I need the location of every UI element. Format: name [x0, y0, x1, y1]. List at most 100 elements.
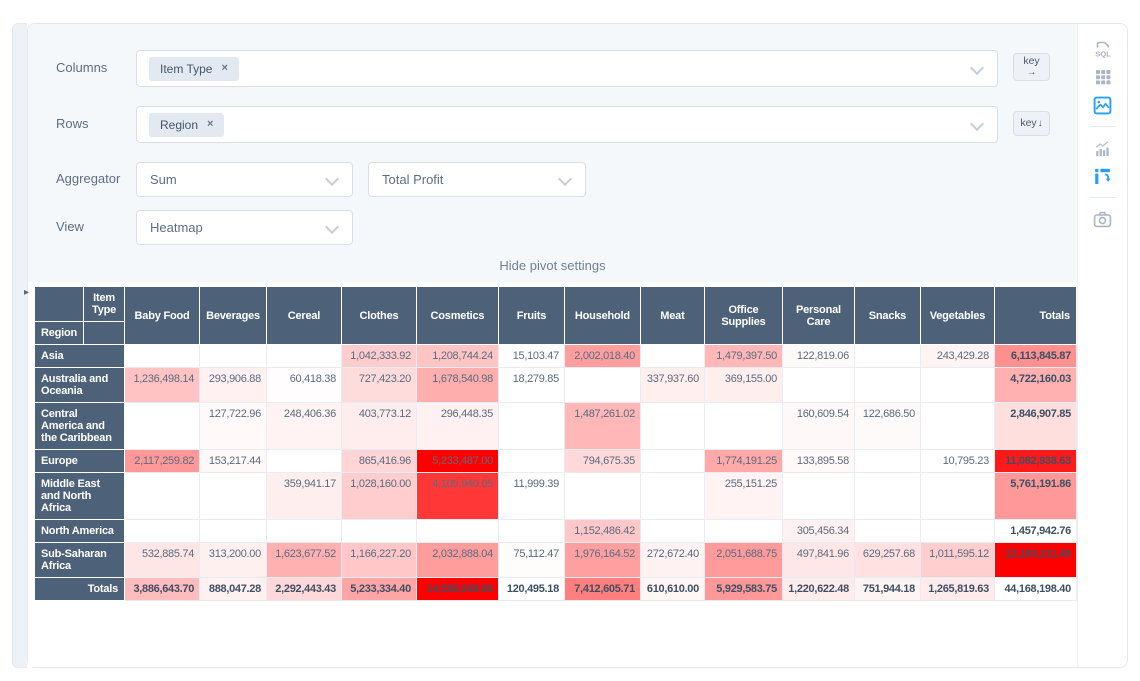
pivot-cell: 248,406.36: [265, 402, 342, 450]
pivot-cell: [199, 344, 267, 368]
totals-column-header: Totals: [993, 286, 1077, 345]
row-total-cell: 4,722,160.03: [993, 367, 1077, 403]
pivot-cell: 1,152,486.42: [563, 519, 641, 543]
grand-total-cell: 44,168,198.40: [993, 577, 1077, 601]
svg-text:SQL: SQL: [1095, 50, 1111, 59]
pivot-cell: [853, 449, 921, 473]
pivot-cell: 122,819.06: [781, 344, 855, 368]
columns-field-select[interactable]: Item Type ×: [136, 50, 998, 87]
chevron-down-icon: [969, 60, 985, 75]
column-header: Baby Food: [124, 286, 201, 345]
image-chart-icon[interactable]: [1092, 94, 1114, 116]
pivot-cell: 1,774,191.25: [703, 449, 783, 473]
pivot-cell: [124, 472, 201, 520]
column-total-cell: 3,886,643.70: [124, 577, 201, 601]
column-header: Meat: [639, 286, 705, 345]
pivot-cell: 313,200.00: [199, 542, 267, 578]
pivot-row: Central America and the Caribbean 127,722…: [33, 402, 1077, 450]
row-total-cell: 1,457,942.76: [993, 519, 1077, 543]
column-header: Vegetables: [919, 286, 995, 345]
region-pill[interactable]: Region ×: [149, 112, 225, 137]
column-key-order-button[interactable]: key →: [1013, 53, 1050, 81]
pivot-cell: 532,885.74: [124, 542, 201, 578]
row-key-order-label: key: [1020, 117, 1037, 130]
pivot-cell: 1,011,595.12: [919, 542, 995, 578]
row-total-cell: 5,761,191.86: [993, 472, 1077, 520]
pivot-cell: 15,103.47: [497, 344, 565, 368]
column-total-cell: 5,929,583.75: [703, 577, 783, 601]
row-total-cell: 11,082,938.63: [993, 449, 1077, 473]
pivot-cell: [265, 519, 342, 543]
pivot-cell: [563, 472, 641, 520]
pivot-cell: 1,236,498.14: [124, 367, 201, 403]
column-header: Cosmetics: [415, 286, 499, 345]
pivot-cell: 255,151.25: [703, 472, 783, 520]
hide-pivot-settings-link[interactable]: Hide pivot settings: [499, 258, 606, 273]
view-select[interactable]: Heatmap: [136, 210, 353, 245]
column-header: Snacks: [853, 286, 921, 345]
pivot-cell: [919, 402, 995, 450]
pivot-cell: 497,841.96: [781, 542, 855, 578]
pivot-cell: 2,051,688.75: [703, 542, 783, 578]
aggregator-select[interactable]: Sum: [136, 162, 353, 197]
aggregator-field-value: Total Profit: [382, 172, 444, 187]
columns-label: Columns: [56, 60, 108, 75]
pivot-cell: 1,042,333.92: [340, 344, 417, 368]
column-key-order-label: key: [1023, 55, 1040, 68]
pivot-cell: 1,166,227.20: [340, 542, 417, 578]
column-header: Personal Care: [781, 286, 855, 345]
pivot-cell: 337,937.60: [639, 367, 705, 403]
column-total-cell: 7,412,605.71: [563, 577, 641, 601]
pivot-cell: 369,155.00: [703, 367, 783, 403]
pivot-cell: 122,686.50: [853, 402, 921, 450]
pivot-row: Sub-Saharan Africa 532,885.74 313,200.00 1,…: [33, 542, 1077, 578]
pivot-cell: [199, 519, 267, 543]
pivot-cell: 1,208,744.24: [415, 344, 499, 368]
pivot-cell: [703, 402, 783, 450]
aggregator-label: Aggregator: [56, 171, 121, 186]
bar-chart-icon[interactable]: [1092, 137, 1114, 159]
pivot-cell: 403,773.12: [340, 402, 417, 450]
pivot-cell: [497, 519, 565, 543]
pivot-cell: [124, 344, 201, 368]
corner-blank-cell: [33, 286, 85, 322]
pivot-cell: 1,028,160.00: [340, 472, 417, 520]
pivot-table: Item Type Baby Food Beverages Cereal Clothes…: [33, 286, 1077, 601]
item-type-pill[interactable]: Item Type ×: [149, 56, 239, 81]
column-total-cell: 610,610.00: [639, 577, 705, 601]
collapsed-left-panel: [12, 23, 27, 668]
chevron-down-icon: [324, 171, 340, 186]
pivot-cell: [919, 367, 995, 403]
chevron-down-icon: [969, 116, 985, 131]
expand-panel-handle[interactable]: ▸: [24, 287, 30, 298]
column-total-cell: 1,265,819.63: [919, 577, 995, 601]
pivot-cell: 629,257.68: [853, 542, 921, 578]
column-total-cell: 1,220,622.48: [781, 577, 855, 601]
pivot-cell: 1,976,164.52: [563, 542, 641, 578]
right-arrow-icon: →: [1026, 66, 1037, 78]
pivot-row: Asia 1,042,333.92 1,208,744.24 15,103.47 2,0…: [33, 344, 1077, 368]
view-value: Heatmap: [150, 220, 203, 235]
row-key-order-button[interactable]: key ↓: [1013, 111, 1050, 136]
pivot-cell: 359,941.17: [265, 472, 342, 520]
camera-icon[interactable]: [1092, 208, 1114, 230]
pivot-icon[interactable]: [1092, 165, 1114, 187]
pivot-cell: [639, 519, 705, 543]
row-label: Australia and Oceania: [33, 367, 126, 403]
table-grid-icon[interactable]: [1092, 66, 1114, 88]
remove-item-type-icon[interactable]: ×: [221, 62, 228, 74]
chevron-down-icon: [324, 219, 340, 234]
pivot-cell: 727,423.20: [340, 367, 417, 403]
pivot-row: Europe 2,117,259.82 153,217.44 865,416.96 5,…: [33, 449, 1077, 473]
column-total-cell: 2,292,443.43: [265, 577, 342, 601]
rows-field-select[interactable]: Region ×: [136, 106, 998, 143]
pivot-cell: 160,609.54: [781, 402, 855, 450]
pivot-cell: 1,678,540.98: [415, 367, 499, 403]
remove-region-icon[interactable]: ×: [207, 118, 214, 130]
aggregator-field-select[interactable]: Total Profit: [368, 162, 586, 197]
row-label: Europe: [33, 449, 126, 473]
pivot-table-area: Item Type Baby Food Beverages Cereal Clothes…: [28, 282, 1077, 667]
sql-icon[interactable]: SQL: [1092, 38, 1114, 60]
pivot-cell: [497, 449, 565, 473]
pivot-cell: [639, 472, 705, 520]
